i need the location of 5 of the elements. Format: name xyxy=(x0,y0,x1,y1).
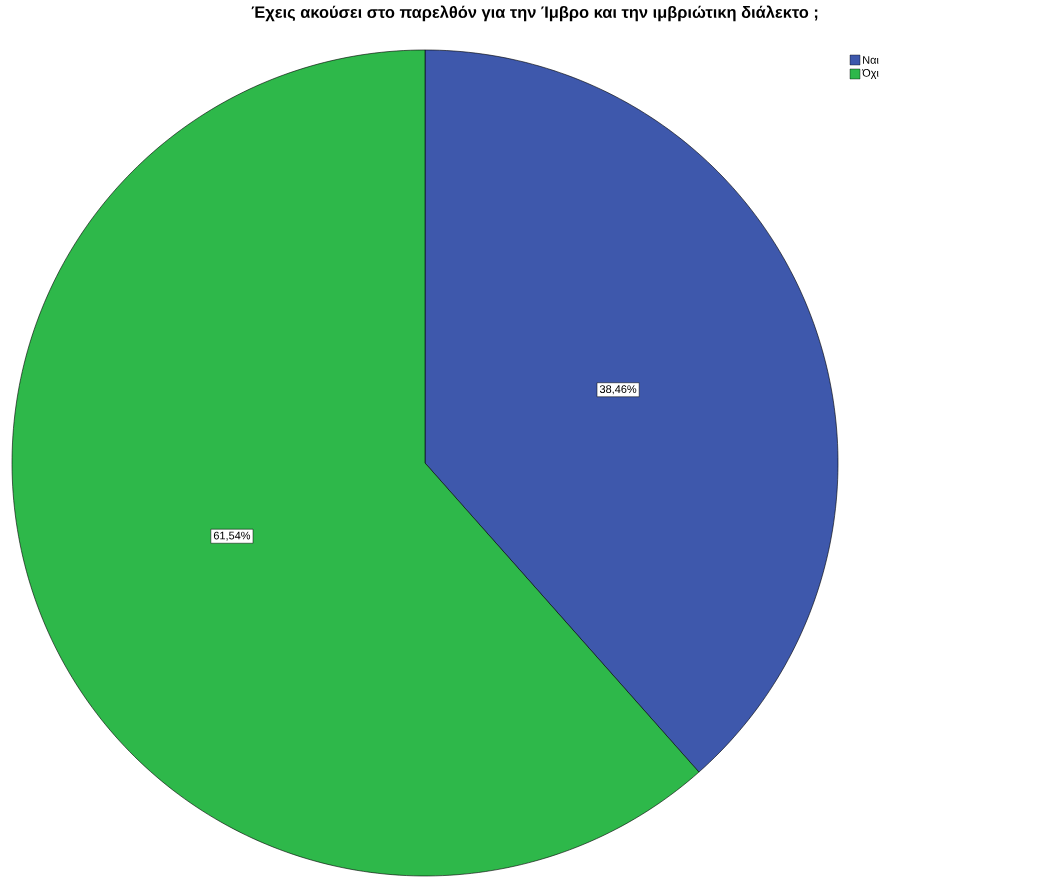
data-label: 38,46% xyxy=(599,385,637,395)
legend-label: Όχι xyxy=(861,69,879,79)
legend-label: Ναι xyxy=(863,56,879,64)
chart-title: Έχεις ακούσει στο παρελθόν για την Ίμβρο και την ιμβριώτικη διάλεκτο ; xyxy=(251,5,818,22)
data-label: 61,54% xyxy=(213,531,251,541)
